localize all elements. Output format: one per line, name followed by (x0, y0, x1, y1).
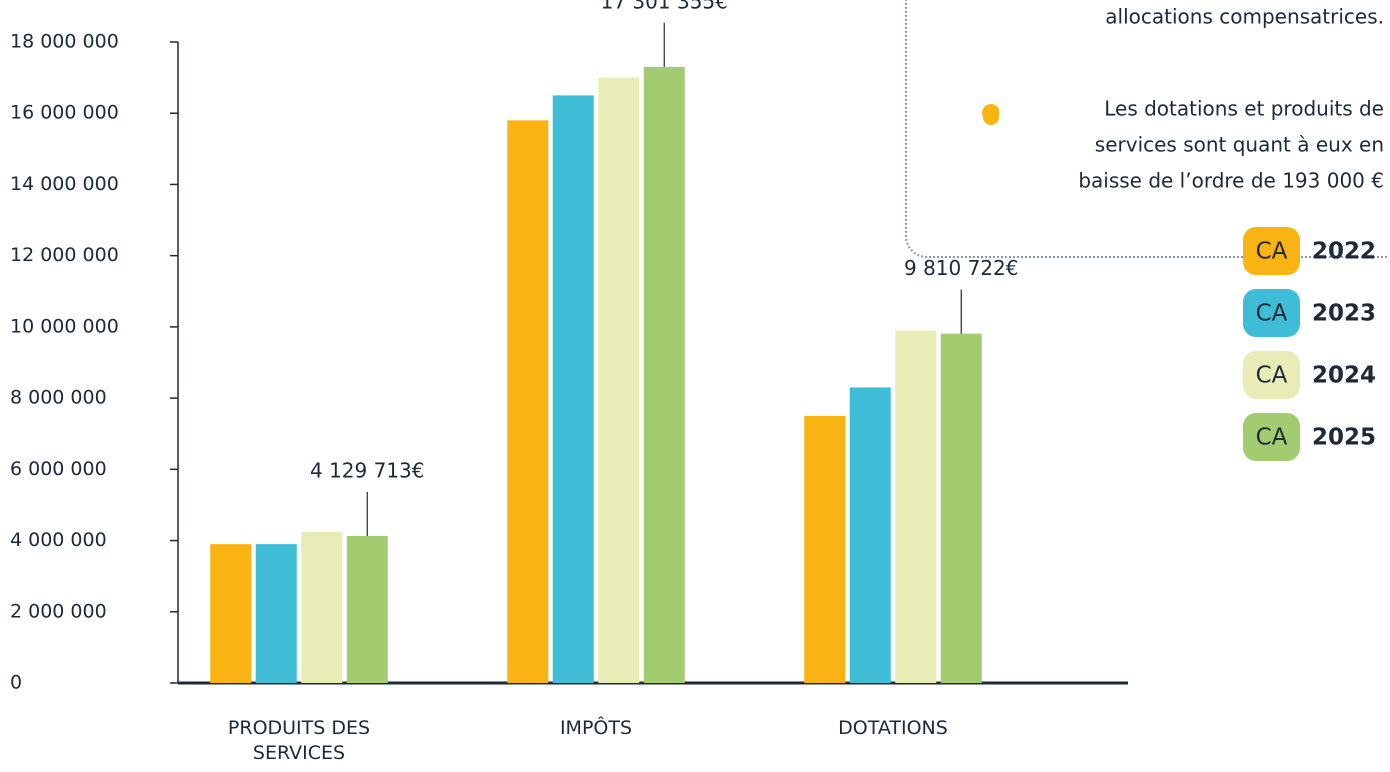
bar (552, 95, 594, 683)
bar (255, 544, 297, 683)
bar (301, 532, 343, 683)
bar (849, 387, 891, 683)
bar (346, 535, 388, 683)
y-tick-label: 4 000 000 (10, 529, 107, 551)
x-tick-label: DOTATIONS (838, 717, 948, 739)
legend-label: 2022 (1312, 239, 1376, 265)
legend-swatch (1243, 289, 1300, 337)
bar (598, 77, 640, 684)
legend-swatch (1243, 227, 1300, 275)
note-text: baisse de l’ordre de 193 000 € (1078, 169, 1384, 193)
legend-prefix: CA (1256, 239, 1288, 265)
legend-prefix: CA (1256, 363, 1288, 389)
note-text: Les dotations et produits de (1104, 97, 1384, 121)
bullet (982, 104, 999, 125)
note-text: allocations compensatrices. (1105, 5, 1384, 29)
note-box (905, 0, 1387, 258)
bar (507, 120, 549, 684)
data-label: 9 810 722€ (904, 256, 1019, 280)
legend-prefix: CA (1256, 425, 1288, 451)
bar (804, 415, 846, 683)
legend-swatch (1243, 413, 1300, 461)
y-tick-label: 2 000 000 (10, 600, 107, 622)
x-tick-label: PRODUITS DES SERVICES (227, 717, 371, 764)
bar (940, 333, 982, 683)
legend-label: 2023 (1312, 301, 1376, 327)
bar (210, 544, 252, 683)
bar (643, 66, 685, 684)
legend-label: 2024 (1312, 363, 1376, 389)
bar (895, 330, 937, 683)
y-tick-label: 6 000 000 (10, 458, 107, 480)
y-tick-label: 12 000 000 (10, 244, 119, 266)
data-label: 17 301 355€ (601, 0, 728, 13)
y-tick-label: 18 000 000 (10, 31, 119, 53)
legend-label: 2025 (1312, 425, 1376, 451)
note-text: services sont quant à eux en (1095, 133, 1384, 157)
y-tick-label: 8 000 000 (10, 387, 107, 409)
legend-swatch (1243, 351, 1300, 399)
y-tick-label: 16 000 000 (10, 102, 119, 124)
y-tick-label: 10 000 000 (10, 315, 119, 337)
x-tick-label: IMPÔTS (559, 717, 633, 739)
data-label: 4 129 713€ (310, 458, 425, 482)
legend-prefix: CA (1256, 301, 1288, 327)
y-tick-label: 0 (10, 672, 22, 694)
y-tick-label: 14 000 000 (10, 173, 119, 195)
